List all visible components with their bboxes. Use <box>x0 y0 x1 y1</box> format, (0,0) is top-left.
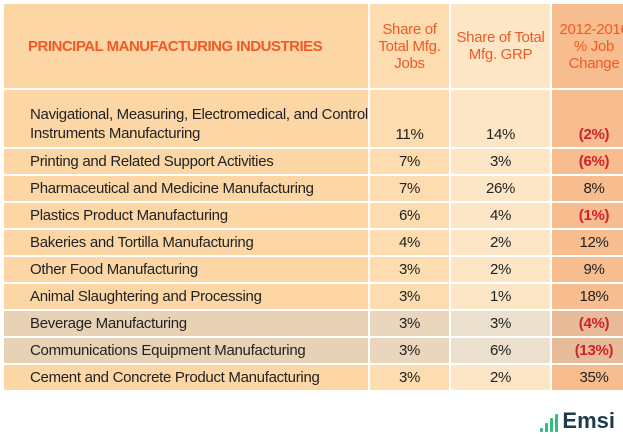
job-change: (13%) <box>550 336 623 365</box>
industry-name: Plastics Product Manufacturing <box>2 201 370 230</box>
grp-share: 3% <box>449 309 552 338</box>
jobs-share: 3% <box>368 336 451 365</box>
jobs-share: 4% <box>368 228 451 257</box>
job-change: (2%) <box>550 88 623 149</box>
table-row: Plastics Product Manufacturing 6% 4% (1%) <box>2 201 623 230</box>
emsi-logo: Emsi <box>540 410 615 432</box>
grp-share: 4% <box>449 201 552 230</box>
jobs-share: 6% <box>368 201 451 230</box>
table-row: Cement and Concrete Product Manufacturin… <box>2 363 623 392</box>
grp-share: 3% <box>449 147 552 176</box>
industry-name: Cement and Concrete Product Manufacturin… <box>2 363 370 392</box>
industry-name: Other Food Manufacturing <box>2 255 370 284</box>
job-change: (4%) <box>550 309 623 338</box>
table-row: Animal Slaughtering and Processing 3% 1% 18… <box>2 282 623 311</box>
table-title: PRINCIPAL MANUFACTURING INDUSTRIES <box>2 2 370 90</box>
job-change: 18% <box>550 282 623 311</box>
job-change: (1%) <box>550 201 623 230</box>
grp-share: 6% <box>449 336 552 365</box>
table-row: Beverage Manufacturing 3% 3% (4%) <box>2 309 623 338</box>
industry-name: Beverage Manufacturing <box>2 309 370 338</box>
industry-name: Communications Equipment Manufacturing <box>2 336 370 365</box>
jobs-share: 7% <box>368 147 451 176</box>
grp-share: 14% <box>449 88 552 149</box>
industry-name: Bakeries and Tortilla Manufacturing <box>2 228 370 257</box>
table-row: Printing and Related Support Activities 7… <box>2 147 623 176</box>
table-row: Pharmaceutical and Medicine Manufacturin… <box>2 174 623 203</box>
table-row: Bakeries and Tortilla Manufacturing 4% 2% 1… <box>2 228 623 257</box>
table-row: Navigational, Measuring, Electromedical,… <box>2 88 623 149</box>
jobs-share: 3% <box>368 309 451 338</box>
grp-share: 1% <box>449 282 552 311</box>
table-header: PRINCIPAL MANUFACTURING INDUSTRIES Share… <box>2 2 623 90</box>
industry-name: Pharmaceutical and Medicine Manufacturin… <box>2 174 370 203</box>
grp-share: 2% <box>449 228 552 257</box>
jobs-share: 7% <box>368 174 451 203</box>
job-change: (6%) <box>550 147 623 176</box>
header-change: 2012-2016 % Job Change <box>550 2 623 90</box>
industry-name: Animal Slaughtering and Processing <box>2 282 370 311</box>
bars-icon <box>540 414 559 432</box>
header-grp: Share of Total Mfg. GRP <box>449 2 552 90</box>
job-change: 9% <box>550 255 623 284</box>
logo-text: Emsi <box>562 408 615 433</box>
table-row: Communications Equipment Manufacturing 3%… <box>2 336 623 365</box>
industry-name: Printing and Related Support Activities <box>2 147 370 176</box>
industries-table: PRINCIPAL MANUFACTURING INDUSTRIES Share… <box>2 2 623 392</box>
grp-share: 2% <box>449 255 552 284</box>
jobs-share: 11% <box>368 88 451 149</box>
header-jobs: Share of Total Mfg. Jobs <box>368 2 451 90</box>
industry-name: Navigational, Measuring, Electromedical,… <box>2 88 370 149</box>
table-row: Other Food Manufacturing 3% 2% 9% <box>2 255 623 284</box>
grp-share: 2% <box>449 363 552 392</box>
jobs-share: 3% <box>368 282 451 311</box>
job-change: 12% <box>550 228 623 257</box>
jobs-share: 3% <box>368 363 451 392</box>
job-change: 8% <box>550 174 623 203</box>
grp-share: 26% <box>449 174 552 203</box>
job-change: 35% <box>550 363 623 392</box>
jobs-share: 3% <box>368 255 451 284</box>
